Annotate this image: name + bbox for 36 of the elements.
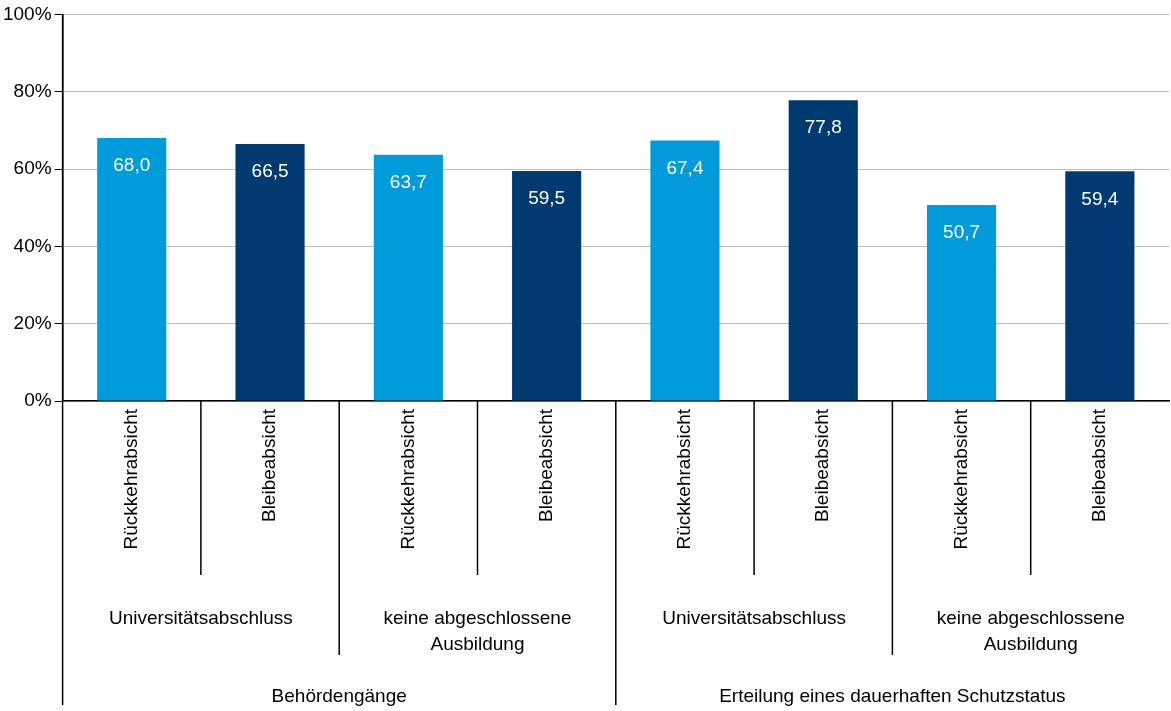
x-tick-label: Bleibeabsicht — [1088, 408, 1110, 523]
y-tick-label: 60% — [13, 157, 52, 179]
data-label: 67,4 — [666, 156, 704, 178]
y-tick-label: 100% — [2, 2, 52, 24]
text: keine abgeschlossene Ausbildung — [383, 607, 572, 655]
data-label: 59,5 — [528, 187, 566, 209]
bar — [235, 143, 305, 401]
data-label: 50,7 — [943, 221, 981, 243]
bar — [788, 100, 858, 401]
y-tick-label: 40% — [13, 234, 52, 256]
bar — [926, 204, 997, 401]
data-label: 77,8 — [804, 116, 842, 138]
data-label: 66,5 — [251, 160, 289, 182]
text: Universitätsabschluss — [109, 607, 293, 629]
bar — [373, 154, 443, 401]
y-tick-label: 80% — [13, 79, 52, 101]
data-label: 59,4 — [1081, 187, 1119, 209]
x-tick-label: Rückkehrabsicht — [119, 408, 141, 550]
data-label: 68,0 — [113, 154, 151, 176]
y-tick-label: 20% — [13, 311, 52, 333]
x-tick-label: Bleibeabsicht — [534, 408, 556, 523]
text: Erteilung eines dauerhaften Schutzstatus — [719, 685, 1066, 707]
text: Universitätsabschluss — [662, 607, 846, 629]
bar — [512, 170, 582, 401]
data-label: 63,7 — [389, 170, 427, 192]
bar — [97, 138, 167, 401]
bar — [650, 140, 720, 401]
bar — [1065, 171, 1135, 401]
x-tick-label: Rückkehrabsicht — [396, 408, 418, 550]
text: keine abgeschlossene Ausbildung — [936, 607, 1125, 655]
x-tick-label: Bleibeabsicht — [811, 408, 833, 523]
y-tick-label: 0% — [24, 389, 52, 411]
text: Behördengänge — [271, 685, 407, 707]
x-tick-label: Rückkehrabsicht — [949, 408, 971, 550]
x-tick-label: Bleibeabsicht — [258, 408, 280, 523]
x-tick-label: Rückkehrabsicht — [673, 408, 695, 550]
